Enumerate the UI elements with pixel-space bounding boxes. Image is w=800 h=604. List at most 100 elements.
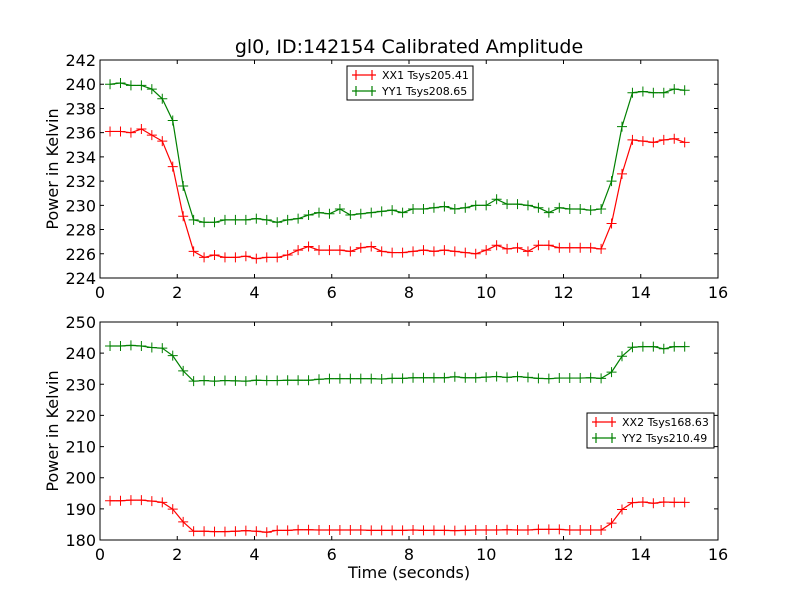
data-point-marker xyxy=(554,242,565,253)
y-tick-label: 236 xyxy=(65,124,96,143)
data-point-marker xyxy=(596,243,607,254)
data-point-marker xyxy=(209,376,220,387)
data-point-marker xyxy=(334,245,345,256)
data-point-marker xyxy=(533,373,544,384)
data-point-marker xyxy=(105,495,116,506)
data-point-marker xyxy=(627,134,638,145)
data-point-marker xyxy=(575,203,586,214)
data-point-marker xyxy=(522,372,533,383)
data-point-marker xyxy=(512,199,523,210)
data-point-marker xyxy=(167,115,178,126)
data-point-marker xyxy=(491,240,502,251)
data-point-marker xyxy=(648,341,659,352)
data-point-marker xyxy=(105,126,116,137)
data-point-marker xyxy=(355,242,366,253)
data-point-marker xyxy=(627,497,638,508)
y-tick-label: 200 xyxy=(65,469,96,488)
y-tick-label: 210 xyxy=(65,438,96,457)
data-point-marker xyxy=(376,525,387,536)
data-point-marker xyxy=(219,375,230,386)
data-point-marker xyxy=(408,525,419,536)
data-point-marker xyxy=(481,200,492,211)
data-point-marker xyxy=(460,247,471,258)
x-tick-label: 2 xyxy=(172,545,182,564)
data-point-marker xyxy=(293,213,304,224)
data-point-marker xyxy=(314,374,325,385)
data-point-marker xyxy=(449,203,460,214)
data-point-marker xyxy=(146,130,157,141)
data-point-marker xyxy=(387,205,398,216)
legend-marker xyxy=(352,86,376,96)
data-point-marker xyxy=(564,525,575,536)
data-point-marker xyxy=(230,526,241,537)
data-point-marker xyxy=(240,376,251,387)
data-point-marker xyxy=(240,251,251,262)
data-point-marker xyxy=(596,525,607,536)
data-point-marker xyxy=(334,373,345,384)
data-point-marker xyxy=(178,365,189,376)
y-tick-label: 242 xyxy=(65,51,96,70)
data-point-marker xyxy=(219,252,230,263)
data-point-marker xyxy=(491,194,502,205)
data-point-marker xyxy=(136,124,147,135)
data-point-marker xyxy=(408,372,419,383)
data-point-marker xyxy=(146,84,157,95)
data-point-marker xyxy=(470,248,481,259)
data-point-marker xyxy=(178,516,189,527)
data-point-marker xyxy=(428,525,439,536)
data-point-marker xyxy=(616,121,627,132)
data-point-marker xyxy=(178,211,189,222)
data-point-marker xyxy=(387,525,398,536)
x-tick-label: 14 xyxy=(631,545,651,564)
data-point-marker xyxy=(125,495,136,506)
x-tick-label: 12 xyxy=(553,283,573,302)
data-point-marker xyxy=(272,525,283,536)
data-point-marker xyxy=(345,246,356,257)
data-point-marker xyxy=(418,372,429,383)
data-point-marker xyxy=(543,240,554,251)
x-tick-label: 6 xyxy=(327,545,337,564)
data-point-marker xyxy=(293,245,304,256)
data-point-marker xyxy=(366,525,377,536)
data-point-marker xyxy=(167,504,178,515)
y-tick-label: 228 xyxy=(65,221,96,240)
data-point-marker xyxy=(115,495,126,506)
data-point-marker xyxy=(679,137,690,148)
y-tick-label: 180 xyxy=(65,531,96,550)
data-point-marker xyxy=(606,218,617,229)
data-point-marker xyxy=(502,524,513,535)
data-point-marker xyxy=(637,136,648,147)
data-point-marker xyxy=(157,497,168,508)
legend-entry: XX2 Tsys168.63 xyxy=(622,416,709,429)
data-point-marker xyxy=(616,504,627,515)
data-point-marker xyxy=(115,340,126,351)
data-point-marker xyxy=(606,518,617,529)
data-point-marker xyxy=(481,372,492,383)
data-point-marker xyxy=(637,497,648,508)
x-tick-label: 0 xyxy=(95,283,105,302)
data-point-marker xyxy=(397,525,408,536)
data-point-marker xyxy=(658,497,669,508)
data-point-marker xyxy=(533,524,544,535)
data-point-marker xyxy=(428,202,439,213)
data-point-marker xyxy=(157,343,168,354)
data-point-marker xyxy=(491,371,502,382)
data-point-marker xyxy=(679,341,690,352)
data-point-marker xyxy=(408,246,419,257)
data-point-marker xyxy=(209,249,220,260)
data-point-marker xyxy=(272,217,283,228)
x-axis-label: Time (seconds) xyxy=(347,563,470,582)
legend-marker xyxy=(592,433,616,443)
x-tick-label: 10 xyxy=(476,545,496,564)
data-point-marker xyxy=(355,208,366,219)
data-point-marker xyxy=(125,340,136,351)
data-point-marker xyxy=(596,203,607,214)
data-point-marker xyxy=(543,373,554,384)
data-point-marker xyxy=(251,213,262,224)
data-point-marker xyxy=(387,247,398,258)
data-point-marker xyxy=(439,201,450,212)
data-point-marker xyxy=(199,217,210,228)
data-point-marker xyxy=(146,342,157,353)
data-point-marker xyxy=(418,245,429,256)
data-point-marker xyxy=(616,351,627,362)
